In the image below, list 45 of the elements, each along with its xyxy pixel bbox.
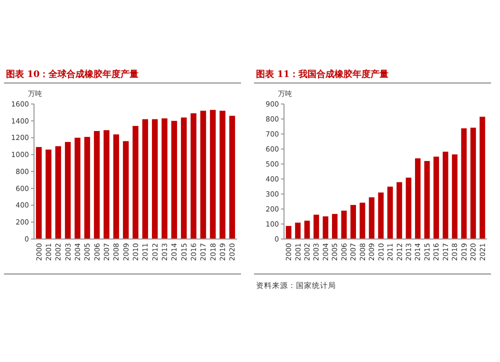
bar [142, 119, 148, 239]
bar [378, 192, 384, 239]
bar [171, 120, 178, 239]
bar [132, 126, 138, 239]
bar [442, 152, 448, 239]
bar [470, 128, 476, 239]
chart-title: 图表 10：全球合成橡胶年度产量 [6, 69, 139, 80]
bar [55, 146, 62, 239]
bar [368, 197, 374, 239]
bar [46, 150, 52, 239]
bar [406, 178, 412, 239]
bar [304, 220, 310, 239]
bar [113, 134, 120, 239]
bar [424, 161, 430, 239]
bar [104, 130, 110, 239]
bar [341, 210, 347, 239]
bar [433, 156, 440, 239]
bar [322, 216, 328, 239]
bar [480, 116, 486, 239]
bar [350, 204, 356, 239]
bar [152, 119, 158, 239]
bar [461, 128, 467, 239]
bar [396, 182, 402, 239]
bar [190, 113, 196, 239]
bar [180, 118, 187, 239]
bar [122, 141, 129, 239]
bar [94, 131, 100, 239]
bar [286, 226, 292, 239]
bar [314, 214, 320, 239]
bar [84, 136, 90, 239]
chart-title: 图表 11：我国合成橡胶年度产量 [256, 69, 389, 80]
bar [360, 202, 366, 239]
bar [74, 138, 80, 239]
bar [452, 154, 458, 239]
bar [295, 222, 301, 239]
bar [229, 116, 236, 239]
bar [36, 147, 42, 239]
bar [332, 214, 338, 239]
bar [162, 118, 168, 239]
bar [220, 110, 226, 239]
bar [64, 142, 71, 239]
bar [415, 158, 421, 239]
bar [200, 110, 206, 239]
bar [210, 110, 216, 239]
bar [387, 186, 393, 239]
